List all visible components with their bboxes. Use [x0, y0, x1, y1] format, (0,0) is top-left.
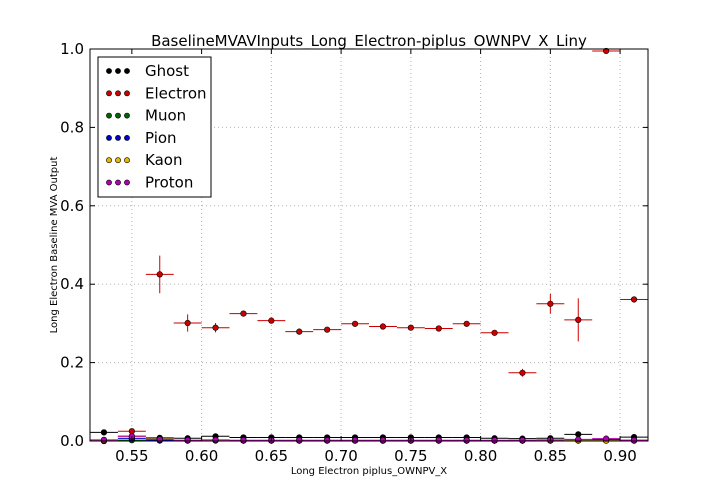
legend-marker: [124, 134, 130, 141]
legend-marker: [115, 112, 121, 119]
legend-label: Electron: [145, 84, 207, 102]
legend-entry: Electron: [106, 84, 207, 102]
legend-entry: Kaon: [106, 151, 182, 169]
x-tick-label: 0.75: [394, 447, 427, 465]
legend-marker: [124, 179, 130, 186]
legend-marker: [115, 68, 121, 74]
data-point: [268, 317, 275, 324]
legend-marker: [124, 157, 130, 164]
x-tick-label: 0.70: [324, 447, 357, 465]
legend-marker: [124, 112, 130, 119]
plot-frame: [89, 48, 649, 442]
legend-marker: [115, 179, 121, 186]
legend-marker: [115, 134, 121, 141]
data-point: [519, 437, 526, 444]
legend-entry: Proton: [106, 174, 193, 192]
data-point: [435, 325, 442, 332]
legend-marker: [106, 112, 112, 119]
legend-marker: [106, 179, 112, 186]
legend-marker: [106, 157, 112, 164]
data-point: [575, 316, 582, 323]
data-point: [463, 320, 470, 327]
x-ticks: 0.55 0.60 0.65 0.70 0.75 0.80 0.85 0.90: [115, 49, 637, 465]
data-point: [379, 323, 387, 330]
data-point: [379, 437, 387, 444]
legend-label: Muon: [145, 107, 186, 125]
x-tick-label: 0.80: [464, 447, 497, 465]
data-point: [630, 296, 638, 303]
legend-marker: [124, 68, 130, 74]
legend-label: Proton: [145, 174, 193, 192]
y-tick-label: 0.6: [60, 197, 84, 215]
data-point: [630, 437, 638, 444]
data-point: [351, 437, 359, 444]
legend-label: Pion: [145, 129, 177, 147]
x-axis-label: Long Electron piplus_OWNPV_X: [291, 466, 447, 477]
legend-marker: [115, 157, 121, 164]
legend-entry: Muon: [106, 107, 186, 125]
legend-entry: Pion: [106, 129, 177, 147]
y-ticks: 0.0 0.2 0.4 0.6 0.8 1.0: [60, 40, 648, 450]
y-tick-label: 0.8: [60, 118, 84, 136]
x-tick-label: 0.90: [603, 447, 636, 465]
data-point: [351, 320, 359, 327]
legend-marker: [124, 90, 130, 97]
y-tick-label: 0.4: [60, 275, 84, 293]
x-tick-label: 0.60: [185, 447, 218, 465]
legend: Ghost Electron Muon Pion Kaon Proton: [97, 56, 212, 198]
data-point: [519, 369, 526, 376]
y-tick-label: 0.0: [60, 432, 84, 450]
legend-marker: [115, 90, 121, 97]
chart-title: BaselineMVAVInputs_Long_Electron-piplus_…: [151, 32, 587, 51]
data-point: [324, 437, 331, 444]
data-point: [491, 329, 498, 336]
data-point: [184, 437, 191, 444]
y-tick-label: 1.0: [60, 40, 84, 58]
data-point: [212, 324, 219, 331]
legend-marker: [106, 134, 112, 141]
data-point: [547, 300, 554, 307]
series-electron: [90, 47, 648, 445]
data-point: [324, 326, 331, 333]
data-point: [296, 328, 303, 335]
data-point: [435, 437, 442, 444]
x-tick-label: 0.85: [534, 447, 567, 465]
legend-entry: Ghost: [106, 62, 189, 80]
legend-label: Ghost: [145, 62, 189, 80]
legend-marker: [106, 90, 112, 97]
data-point: [128, 428, 135, 435]
legend-marker: [106, 68, 112, 74]
data-point: [184, 319, 191, 327]
data-point: [240, 437, 247, 444]
data-point: [100, 429, 108, 436]
legend-label: Kaon: [145, 151, 182, 169]
x-tick-label: 0.55: [115, 447, 148, 465]
data-point: [156, 271, 163, 278]
series-kaon: [90, 433, 648, 444]
data-point: [463, 437, 470, 444]
legend-box: [97, 56, 212, 198]
data-point: [240, 310, 247, 317]
data-point: [296, 437, 303, 444]
y-tick-label: 0.2: [60, 354, 84, 372]
data-point: [603, 47, 610, 55]
series-proton: [90, 433, 648, 444]
data-point: [491, 437, 498, 444]
y-axis-label: Long Electron Baseline MVA Output: [49, 157, 60, 334]
data-point: [100, 436, 108, 443]
data-point: [407, 324, 414, 331]
x-tick-label: 0.65: [255, 447, 288, 465]
data-point: [575, 431, 582, 438]
data-point: [212, 436, 219, 443]
